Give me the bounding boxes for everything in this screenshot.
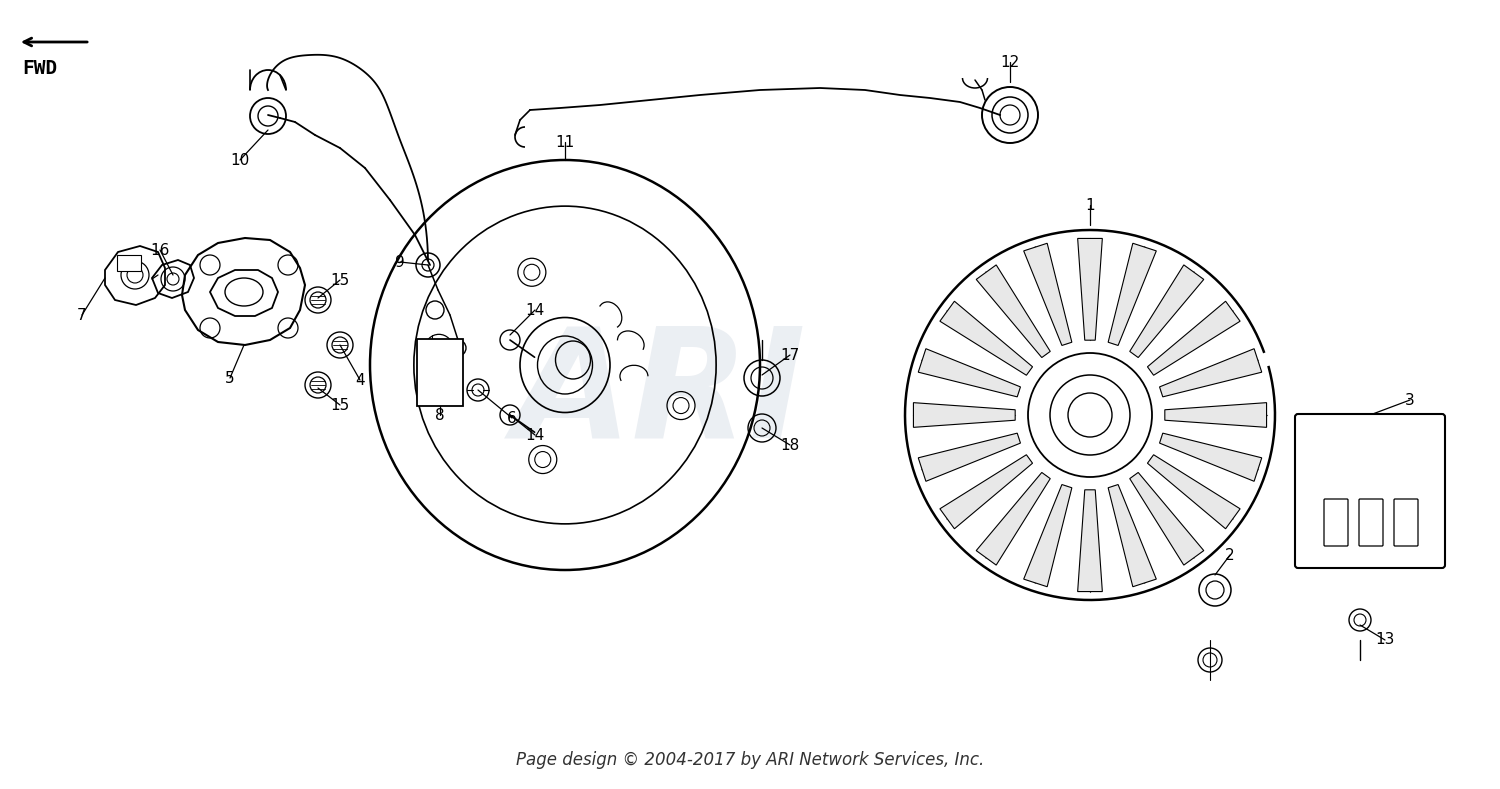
- Text: 8: 8: [435, 407, 445, 422]
- Polygon shape: [1166, 402, 1266, 428]
- FancyBboxPatch shape: [417, 339, 464, 406]
- Text: 15: 15: [330, 272, 350, 287]
- FancyBboxPatch shape: [1359, 499, 1383, 546]
- Text: 1: 1: [1084, 197, 1095, 212]
- Text: 15: 15: [330, 398, 350, 413]
- Polygon shape: [1160, 349, 1262, 397]
- Text: 4: 4: [356, 372, 364, 387]
- Polygon shape: [940, 301, 1032, 376]
- Polygon shape: [1023, 484, 1072, 587]
- Polygon shape: [1148, 301, 1240, 376]
- Text: 3: 3: [1406, 392, 1414, 407]
- Text: 13: 13: [1376, 633, 1395, 648]
- Polygon shape: [1023, 243, 1072, 346]
- FancyBboxPatch shape: [1394, 499, 1417, 546]
- Polygon shape: [940, 454, 1032, 529]
- Polygon shape: [1108, 243, 1156, 346]
- Text: 9: 9: [394, 255, 405, 270]
- Text: 14: 14: [525, 428, 544, 443]
- Text: 16: 16: [150, 242, 170, 257]
- Text: 7: 7: [76, 308, 87, 323]
- Text: 14: 14: [525, 302, 544, 317]
- Text: 17: 17: [780, 347, 800, 362]
- FancyBboxPatch shape: [1324, 499, 1348, 546]
- Text: Page design © 2004-2017 by ARI Network Services, Inc.: Page design © 2004-2017 by ARI Network S…: [516, 751, 984, 769]
- Polygon shape: [1077, 238, 1102, 340]
- Text: 5: 5: [225, 371, 236, 386]
- Polygon shape: [1077, 490, 1102, 592]
- Text: 18: 18: [780, 437, 800, 453]
- Text: FWD: FWD: [22, 58, 57, 77]
- Polygon shape: [1130, 265, 1204, 357]
- Polygon shape: [1160, 433, 1262, 481]
- Polygon shape: [1130, 473, 1204, 565]
- Text: 11: 11: [555, 134, 574, 149]
- Polygon shape: [1108, 484, 1156, 587]
- Circle shape: [1356, 424, 1384, 452]
- Polygon shape: [1148, 454, 1240, 529]
- Polygon shape: [914, 402, 1016, 428]
- Text: 12: 12: [1000, 54, 1020, 69]
- Text: 6: 6: [507, 410, 518, 425]
- FancyBboxPatch shape: [117, 255, 141, 271]
- FancyBboxPatch shape: [1294, 414, 1444, 568]
- Polygon shape: [976, 265, 1050, 357]
- Circle shape: [1401, 502, 1429, 530]
- Polygon shape: [976, 473, 1050, 565]
- Text: 2: 2: [1226, 548, 1234, 563]
- Text: 10: 10: [231, 152, 249, 167]
- Circle shape: [1311, 502, 1340, 530]
- Polygon shape: [918, 433, 1020, 481]
- Polygon shape: [918, 349, 1020, 397]
- Text: ARI: ARI: [513, 320, 807, 469]
